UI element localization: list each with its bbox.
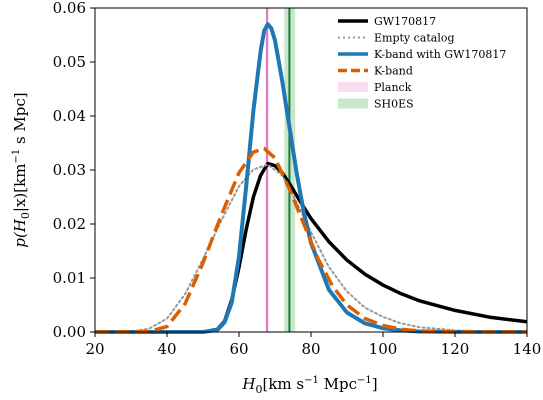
y-axis: 0.00 0.01 0.02 0.03 0.04 0.05 0.06	[53, 0, 95, 341]
x-label-exp2: −1	[357, 375, 372, 386]
series-layer	[94, 22, 528, 334]
legend-swatch-sh0es	[338, 98, 368, 109]
series-k-band	[95, 146, 527, 334]
bands-layer	[265, 8, 296, 332]
y-tick-label: 0.00	[53, 323, 86, 341]
x-tick-label: 40	[157, 340, 176, 358]
y-label-pre: p(H	[11, 218, 29, 247]
legend-label-k-band: K-band	[374, 65, 413, 78]
x-tick-label: 100	[369, 340, 398, 358]
legend-label-sh0es: SH0ES	[374, 98, 414, 111]
legend-swatch-planck	[338, 82, 368, 92]
y-label-exp: −1	[11, 149, 22, 164]
y-axis-label: p(H0|x)[km−1 s Mpc]	[11, 92, 32, 247]
y-label-sub: 0	[19, 212, 32, 219]
x-tick-label: 120	[441, 340, 470, 358]
x-tick-label: 80	[301, 340, 320, 358]
y-label-mid: |x)[km	[11, 164, 29, 213]
x-tick-label: 140	[513, 340, 542, 358]
legend: GW170817 Empty catalog K-band with GW17081…	[338, 15, 506, 111]
x-label-end: ]	[372, 375, 378, 393]
y-tick-label: 0.06	[53, 0, 86, 17]
x-axis-label: H0[km s−1 Mpc−1]	[241, 375, 377, 396]
y-label-post: s Mpc]	[11, 92, 29, 148]
x-label-mid: Mpc	[319, 375, 357, 393]
x-tick-label: 60	[229, 340, 248, 358]
y-tick-label: 0.03	[53, 161, 86, 179]
y-tick-label: 0.01	[53, 269, 86, 287]
x-label-exp1: −1	[304, 375, 319, 386]
x-tick-label: 20	[85, 340, 104, 358]
x-axis: 20 40 60 80 100 120 140	[85, 332, 541, 358]
series-k-band-with-gw170817	[95, 22, 527, 334]
x-label-italic: H	[241, 375, 256, 393]
legend-label-planck: Planck	[374, 81, 412, 94]
y-tick-label: 0.04	[53, 107, 86, 125]
y-tick-label: 0.05	[53, 53, 86, 71]
x-label-bracket: [km s	[262, 375, 304, 393]
y-tick-label: 0.02	[53, 215, 86, 233]
legend-label-gw170817: GW170817	[374, 15, 436, 28]
x-label-sub: 0	[255, 383, 262, 396]
legend-label-empty-catalog: Empty catalog	[374, 32, 455, 45]
legend-label-k-band-with-gw170817: K-band with GW170817	[374, 48, 506, 61]
